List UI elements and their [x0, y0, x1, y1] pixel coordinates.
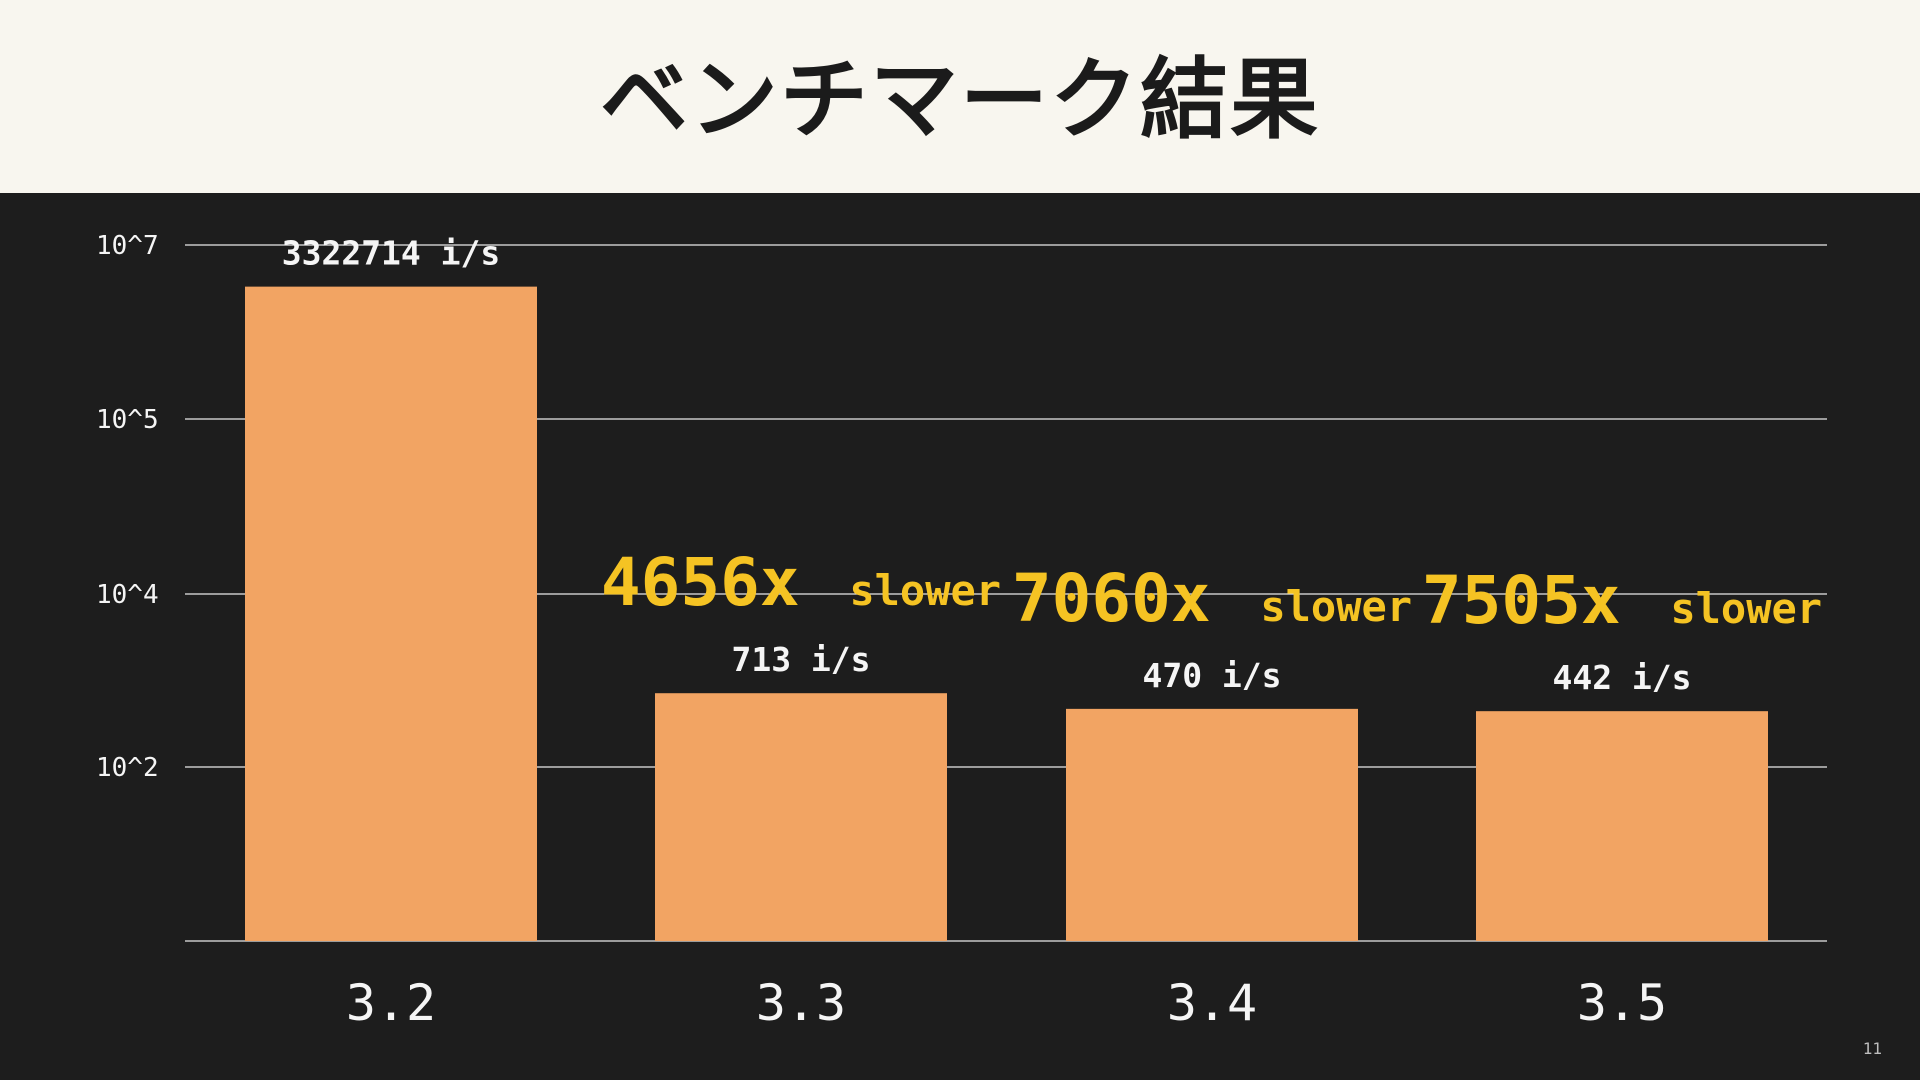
slide-header: ベンチマーク結果: [0, 0, 1920, 193]
data-label: 442 i/s: [1552, 658, 1691, 697]
y-tick-label: 10^7: [96, 231, 159, 261]
bar: [1066, 708, 1358, 941]
bar: [1476, 711, 1768, 941]
bar: [245, 286, 537, 941]
bar-chart: 10^2 10^4 10^5 10^7 3322714 i/s 3.2 713 i/s 3.3…: [96, 231, 1827, 1032]
slowdown-annotation: 7505x slower: [1422, 562, 1822, 639]
slowdown-annotation: 7060x slower: [1012, 560, 1412, 637]
y-tick-label: 10^4: [96, 580, 159, 610]
y-tick-label: 10^5: [96, 405, 159, 435]
page-number: 11: [1862, 1039, 1882, 1058]
y-tick-label: 10^2: [96, 753, 159, 783]
slowdown-text: slower: [1260, 582, 1412, 631]
slowdown-factor: 7060x: [1012, 560, 1250, 637]
slowdown-text: slower: [1670, 584, 1822, 633]
x-tick-label: 3.5: [1577, 974, 1667, 1032]
bar: [655, 693, 947, 941]
slowdown-annotation: 4656x slower: [601, 544, 1001, 621]
slide-title: ベンチマーク結果: [599, 48, 1320, 151]
x-tick-label: 3.4: [1167, 974, 1257, 1032]
slowdown-text: slower: [849, 566, 1001, 615]
x-tick-label: 3.2: [346, 974, 436, 1032]
slowdown-factor: 7505x: [1422, 562, 1660, 639]
data-label: 470 i/s: [1142, 656, 1281, 695]
x-tick-label: 3.3: [756, 974, 846, 1032]
data-label: 3322714 i/s: [282, 234, 501, 273]
slowdown-factor: 4656x: [601, 544, 839, 621]
data-label: 713 i/s: [731, 640, 870, 679]
